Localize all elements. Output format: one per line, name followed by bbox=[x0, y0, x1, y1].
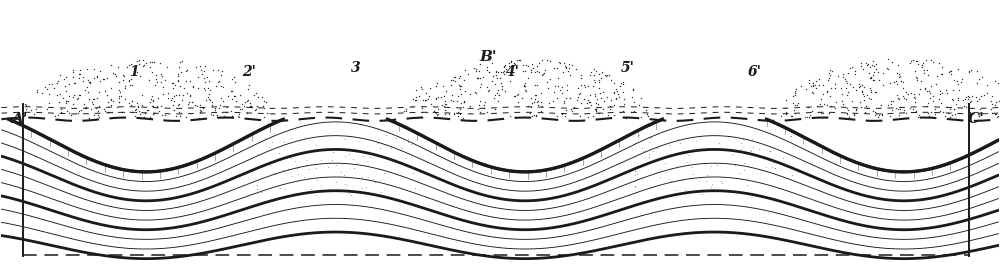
Text: 4': 4' bbox=[506, 65, 520, 79]
Text: 1: 1 bbox=[129, 65, 139, 79]
Text: 6': 6' bbox=[747, 65, 761, 79]
Text: A': A' bbox=[11, 112, 28, 126]
Text: 3: 3 bbox=[351, 61, 360, 75]
Text: 2': 2' bbox=[242, 65, 256, 79]
Text: C': C' bbox=[968, 112, 985, 126]
Text: 5': 5' bbox=[621, 61, 635, 75]
Text: B': B' bbox=[479, 50, 497, 64]
